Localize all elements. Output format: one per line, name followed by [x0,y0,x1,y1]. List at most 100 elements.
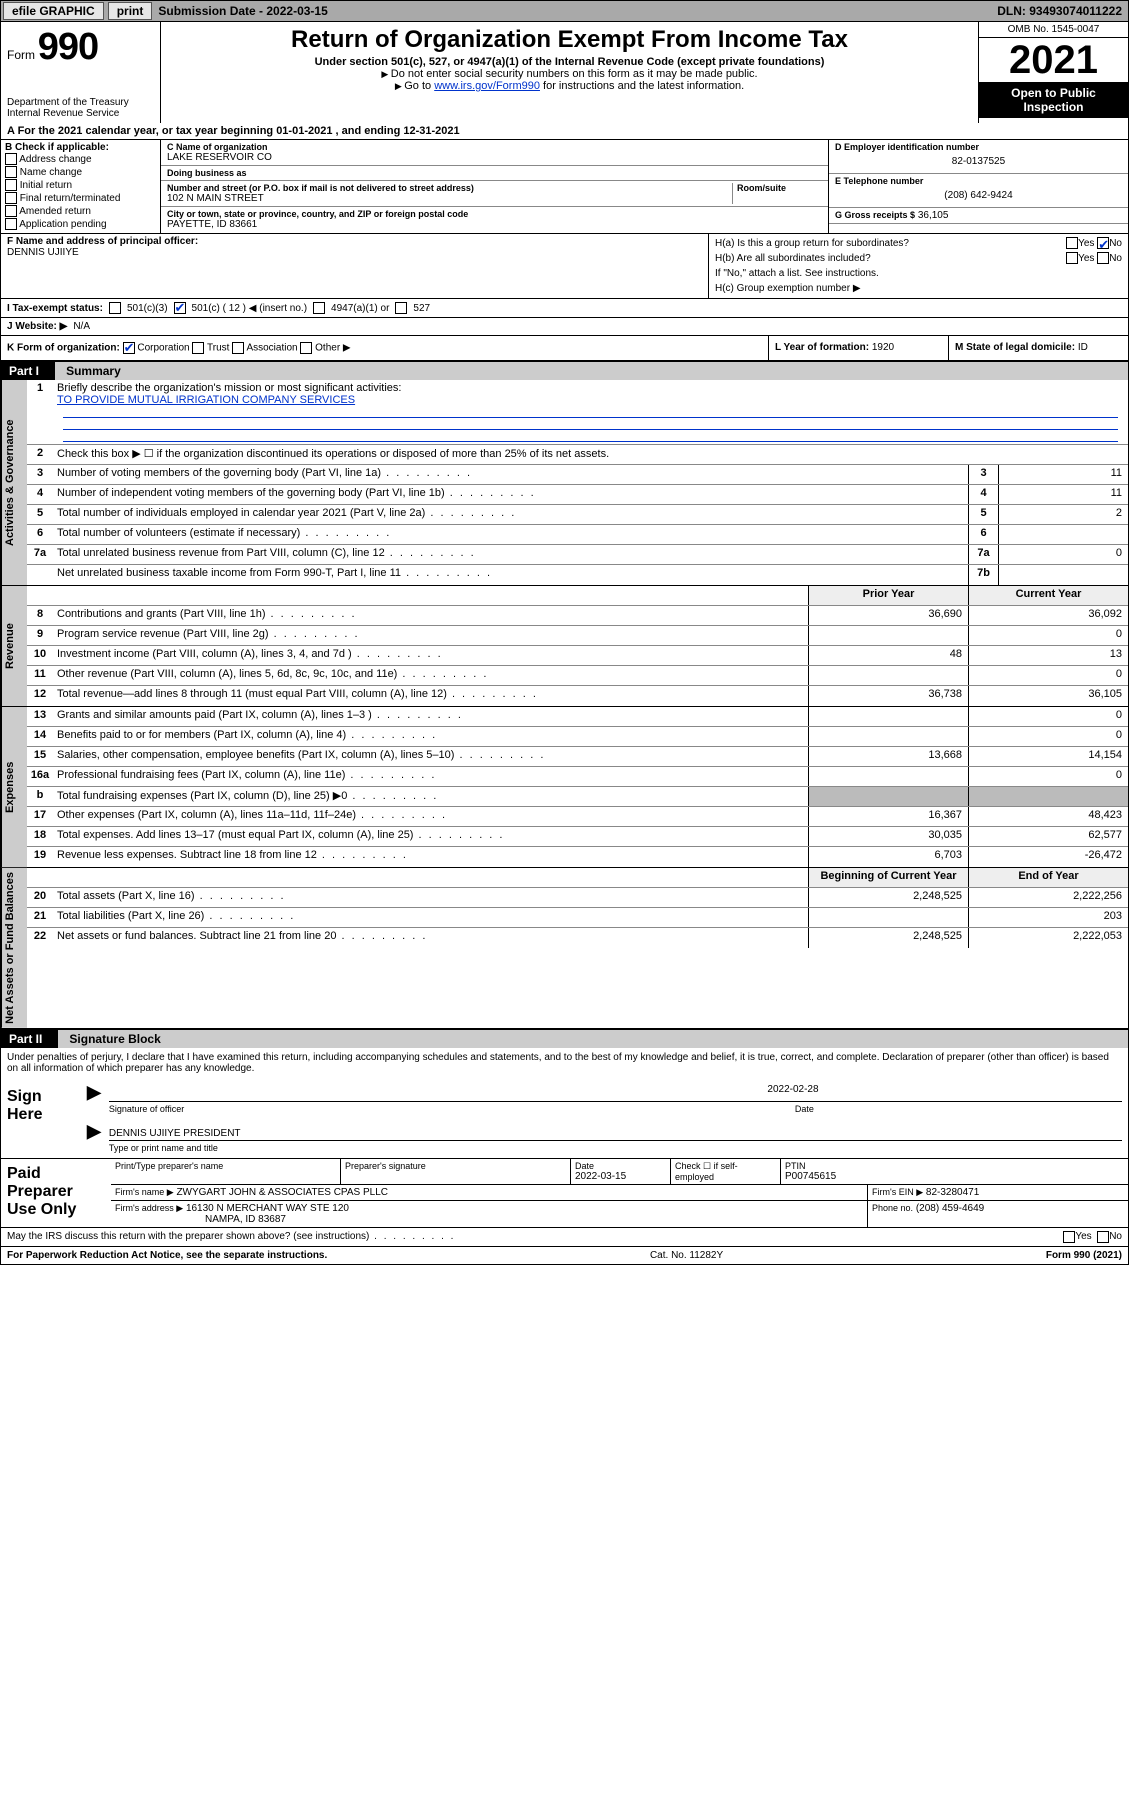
table-row: 22Net assets or fund balances. Subtract … [27,928,1128,948]
org-name-value: LAKE RESERVOIR CO [167,152,822,163]
footer-cat-no: Cat. No. 11282Y [327,1250,1046,1261]
opt-other: Other ▶ [315,343,350,354]
table-row: 16aProfessional fundraising fees (Part I… [27,767,1128,787]
table-row: 11Other revenue (Part VIII, column (A), … [27,666,1128,686]
opt-corporation: Corporation [137,343,189,354]
part2-number: Part II [1,1030,58,1048]
row-net-header: Beginning of Current Year End of Year [27,868,1128,888]
part1-title: Summary [58,362,129,380]
opt-association: Association [246,343,297,354]
table-row: 12Total revenue—add lines 8 through 11 (… [27,686,1128,706]
chk-application-pending[interactable]: Application pending [5,218,156,231]
chk-discuss-yes[interactable] [1063,1231,1075,1243]
preparer-row-3: Firm's address ▶ 16130 N MERCHANT WAY ST… [111,1201,1128,1227]
line-k-label: K Form of organization: [7,343,120,354]
gross-label: G Gross receipts $ [835,210,915,220]
chk-501c[interactable] [174,302,186,314]
table-row: 3Number of voting members of the governi… [27,465,1128,485]
penalty-statement: Under penalties of perjury, I declare th… [0,1048,1129,1078]
sig-officer-sublabel: Signature of officer [109,1104,184,1114]
opt-527: 527 [413,303,430,314]
col-k-form-org: K Form of organization: Corporation Trus… [1,336,768,360]
telephone-label: E Telephone number [835,176,1122,186]
header-subtitle-3: Go to www.irs.gov/Form990 for instructio… [169,80,970,92]
table-row: 15Salaries, other compensation, employee… [27,747,1128,767]
sign-here-block: Sign Here ▶ 2022-02-28 Signature of offi… [0,1078,1129,1159]
cell-dba: Doing business as [161,166,828,181]
col-h-group: H(a) Is this a group return for subordin… [708,234,1128,298]
officer-value: DENNIS UJIIYE [7,247,702,258]
col-de: D Employer identification number 82-0137… [828,140,1128,233]
chk-initial-return[interactable]: Initial return [5,179,156,192]
col-current-year: Current Year [968,586,1128,605]
preparer-row-1: Print/Type preparer's name Preparer's si… [111,1159,1128,1185]
preparer-row-2: Firm's name ▶ ZWYGART JOHN & ASSOCIATES … [111,1185,1128,1201]
dln-number: DLN: 93493074011222 [997,4,1128,18]
sign-arrow-icon-2: ▶ [87,1121,101,1154]
header-subtitle-2: Do not enter social security numbers on … [169,68,970,80]
tax-year: 2021 [979,38,1128,82]
sidelabel-netassets: Net Assets or Fund Balances [1,868,27,1028]
print-button[interactable]: print [108,2,153,20]
paid-preparer-label: Paid Preparer Use Only [1,1159,111,1227]
irs-form990-link[interactable]: www.irs.gov/Form990 [434,80,540,92]
org-name-label: C Name of organization [167,142,822,152]
header-right: OMB No. 1545-0047 2021 Open to Public In… [978,22,1128,123]
table-row: 17Other expenses (Part IX, column (A), l… [27,807,1128,827]
col-eoy: End of Year [968,868,1128,887]
block-klm: K Form of organization: Corporation Trus… [0,336,1129,362]
mission-text[interactable]: TO PROVIDE MUTUAL IRRIGATION COMPANY SER… [57,394,355,406]
row-line2: 2 Check this box ▶ ☐ if the organization… [27,445,1128,465]
table-row: Net unrelated business taxable income fr… [27,565,1128,585]
dba-label: Doing business as [167,168,822,178]
sign-arrow-icon: ▶ [87,1082,101,1115]
chk-final-return[interactable]: Final return/terminated [5,192,156,205]
sig-date-sublabel: Date [795,1104,814,1114]
form-prefix: Form [7,48,35,62]
goto-pre: Go to [404,80,434,92]
row-a-tax-year: A For the 2021 calendar year, or tax yea… [0,123,1129,140]
telephone-value: (208) 642-9424 [835,186,1122,205]
col-prior-year: Prior Year [808,586,968,605]
sign-here-label: Sign Here [1,1078,81,1158]
chk-amended-return[interactable]: Amended return [5,205,156,218]
table-row: bTotal fundraising expenses (Part IX, co… [27,787,1128,807]
address-value: 102 N MAIN STREET [167,193,732,204]
chk-527[interactable] [395,302,407,314]
open-public-badge: Open to Public Inspection [979,82,1128,118]
chk-address-change[interactable]: Address change [5,153,156,166]
row-line1: 1 Briefly describe the organization's mi… [27,380,1128,445]
table-row: 8Contributions and grants (Part VIII, li… [27,606,1128,626]
section-revenue: Revenue Prior Year Current Year 8Contrib… [0,586,1129,707]
table-row: 9Program service revenue (Part VIII, lin… [27,626,1128,646]
chk-trust[interactable] [192,342,204,354]
chk-other[interactable] [300,342,312,354]
chk-association[interactable] [232,342,244,354]
part2-title: Signature Block [61,1030,168,1048]
cell-gross-receipts: G Gross receipts $ 36,105 [829,208,1128,224]
top-toolbar: efile GRAPHIC print Submission Date - 20… [0,0,1129,22]
dept-treasury: Department of the Treasury [7,97,154,108]
table-row: 4Number of independent voting members of… [27,485,1128,505]
chk-name-change[interactable]: Name change [5,166,156,179]
efile-graphic-button[interactable]: efile GRAPHIC [3,2,104,20]
officer-sublabel: Type or print name and title [109,1143,218,1153]
address-label: Number and street (or P.O. box if mail i… [167,183,732,193]
chk-4947[interactable] [313,302,325,314]
chk-discuss-no[interactable] [1097,1231,1109,1243]
col-f-officer: F Name and address of principal officer:… [1,234,708,298]
page-footer: For Paperwork Reduction Act Notice, see … [0,1247,1129,1265]
line-j-label: J Website: ▶ [7,321,67,332]
ein-label: D Employer identification number [835,142,1122,152]
officer-label: F Name and address of principal officer: [7,236,702,247]
chk-corporation[interactable] [123,342,135,354]
header-left: Form 990 Department of the Treasury Inte… [1,22,161,123]
omb-number: OMB No. 1545-0047 [979,22,1128,38]
form-number: 990 [38,26,98,68]
submission-date: Submission Date - 2022-03-15 [154,4,331,18]
footer-form-ref: Form 990 (2021) [1046,1250,1122,1261]
chk-501c3[interactable] [109,302,121,314]
signature-line[interactable]: 2022-02-28 [109,1082,1122,1102]
officer-name-text: DENNIS UJIIYE PRESIDENT [109,1128,241,1139]
table-row: 13Grants and similar amounts paid (Part … [27,707,1128,727]
